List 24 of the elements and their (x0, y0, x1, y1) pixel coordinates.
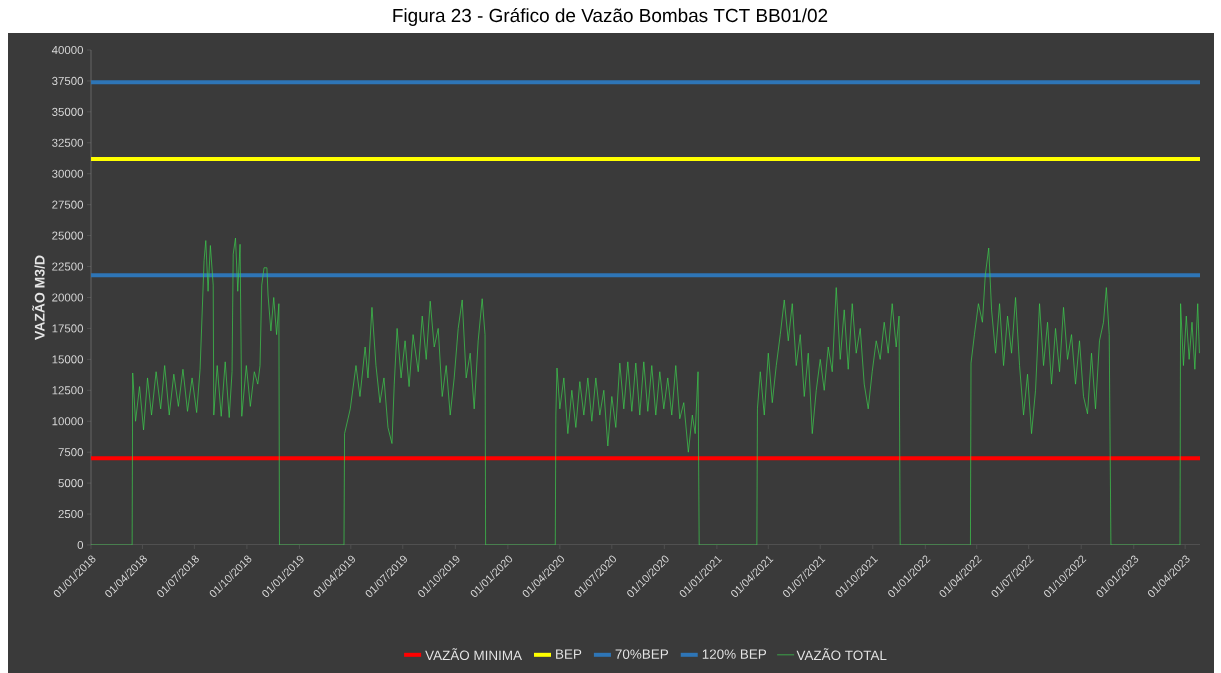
y-tick-label: 20000 (52, 293, 84, 302)
y-tick-label: 40000 (51, 45, 84, 55)
y-tick-label: 10000 (52, 417, 84, 426)
legend-label: VAZÃO MINIMA (425, 648, 522, 661)
y-tick-label: 0 (77, 540, 84, 550)
y-tick-label: 32500 (52, 138, 84, 147)
y-tick-label: 7500 (58, 448, 84, 457)
legend-label: 70%BEP (615, 649, 669, 659)
y-tick-label: 17500 (52, 324, 84, 333)
y-tick-label: 5000 (58, 479, 84, 488)
y-tick-label: 2500 (58, 509, 84, 519)
chart-title: Figura 23 - Gráfico de Vazão Bombas TCT BB01/02 (393, 8, 828, 26)
legend-label: BEP (556, 649, 582, 659)
legend-label: VAZÃO TOTAL (796, 648, 887, 661)
y-axis-title: VAZÃO M3/D (32, 255, 45, 340)
y-tick-label: 15000 (52, 355, 84, 364)
y-tick-label: 12500 (52, 386, 84, 395)
y-tick-label: 30000 (52, 169, 84, 178)
y-tick-label: 25000 (52, 231, 84, 240)
legend-label: 120% BEP (702, 649, 767, 659)
y-tick-label: 27500 (52, 200, 84, 209)
y-tick-label: 37500 (52, 76, 84, 85)
y-tick-label: 22500 (52, 262, 84, 271)
y-tick-label: 35000 (52, 107, 84, 116)
